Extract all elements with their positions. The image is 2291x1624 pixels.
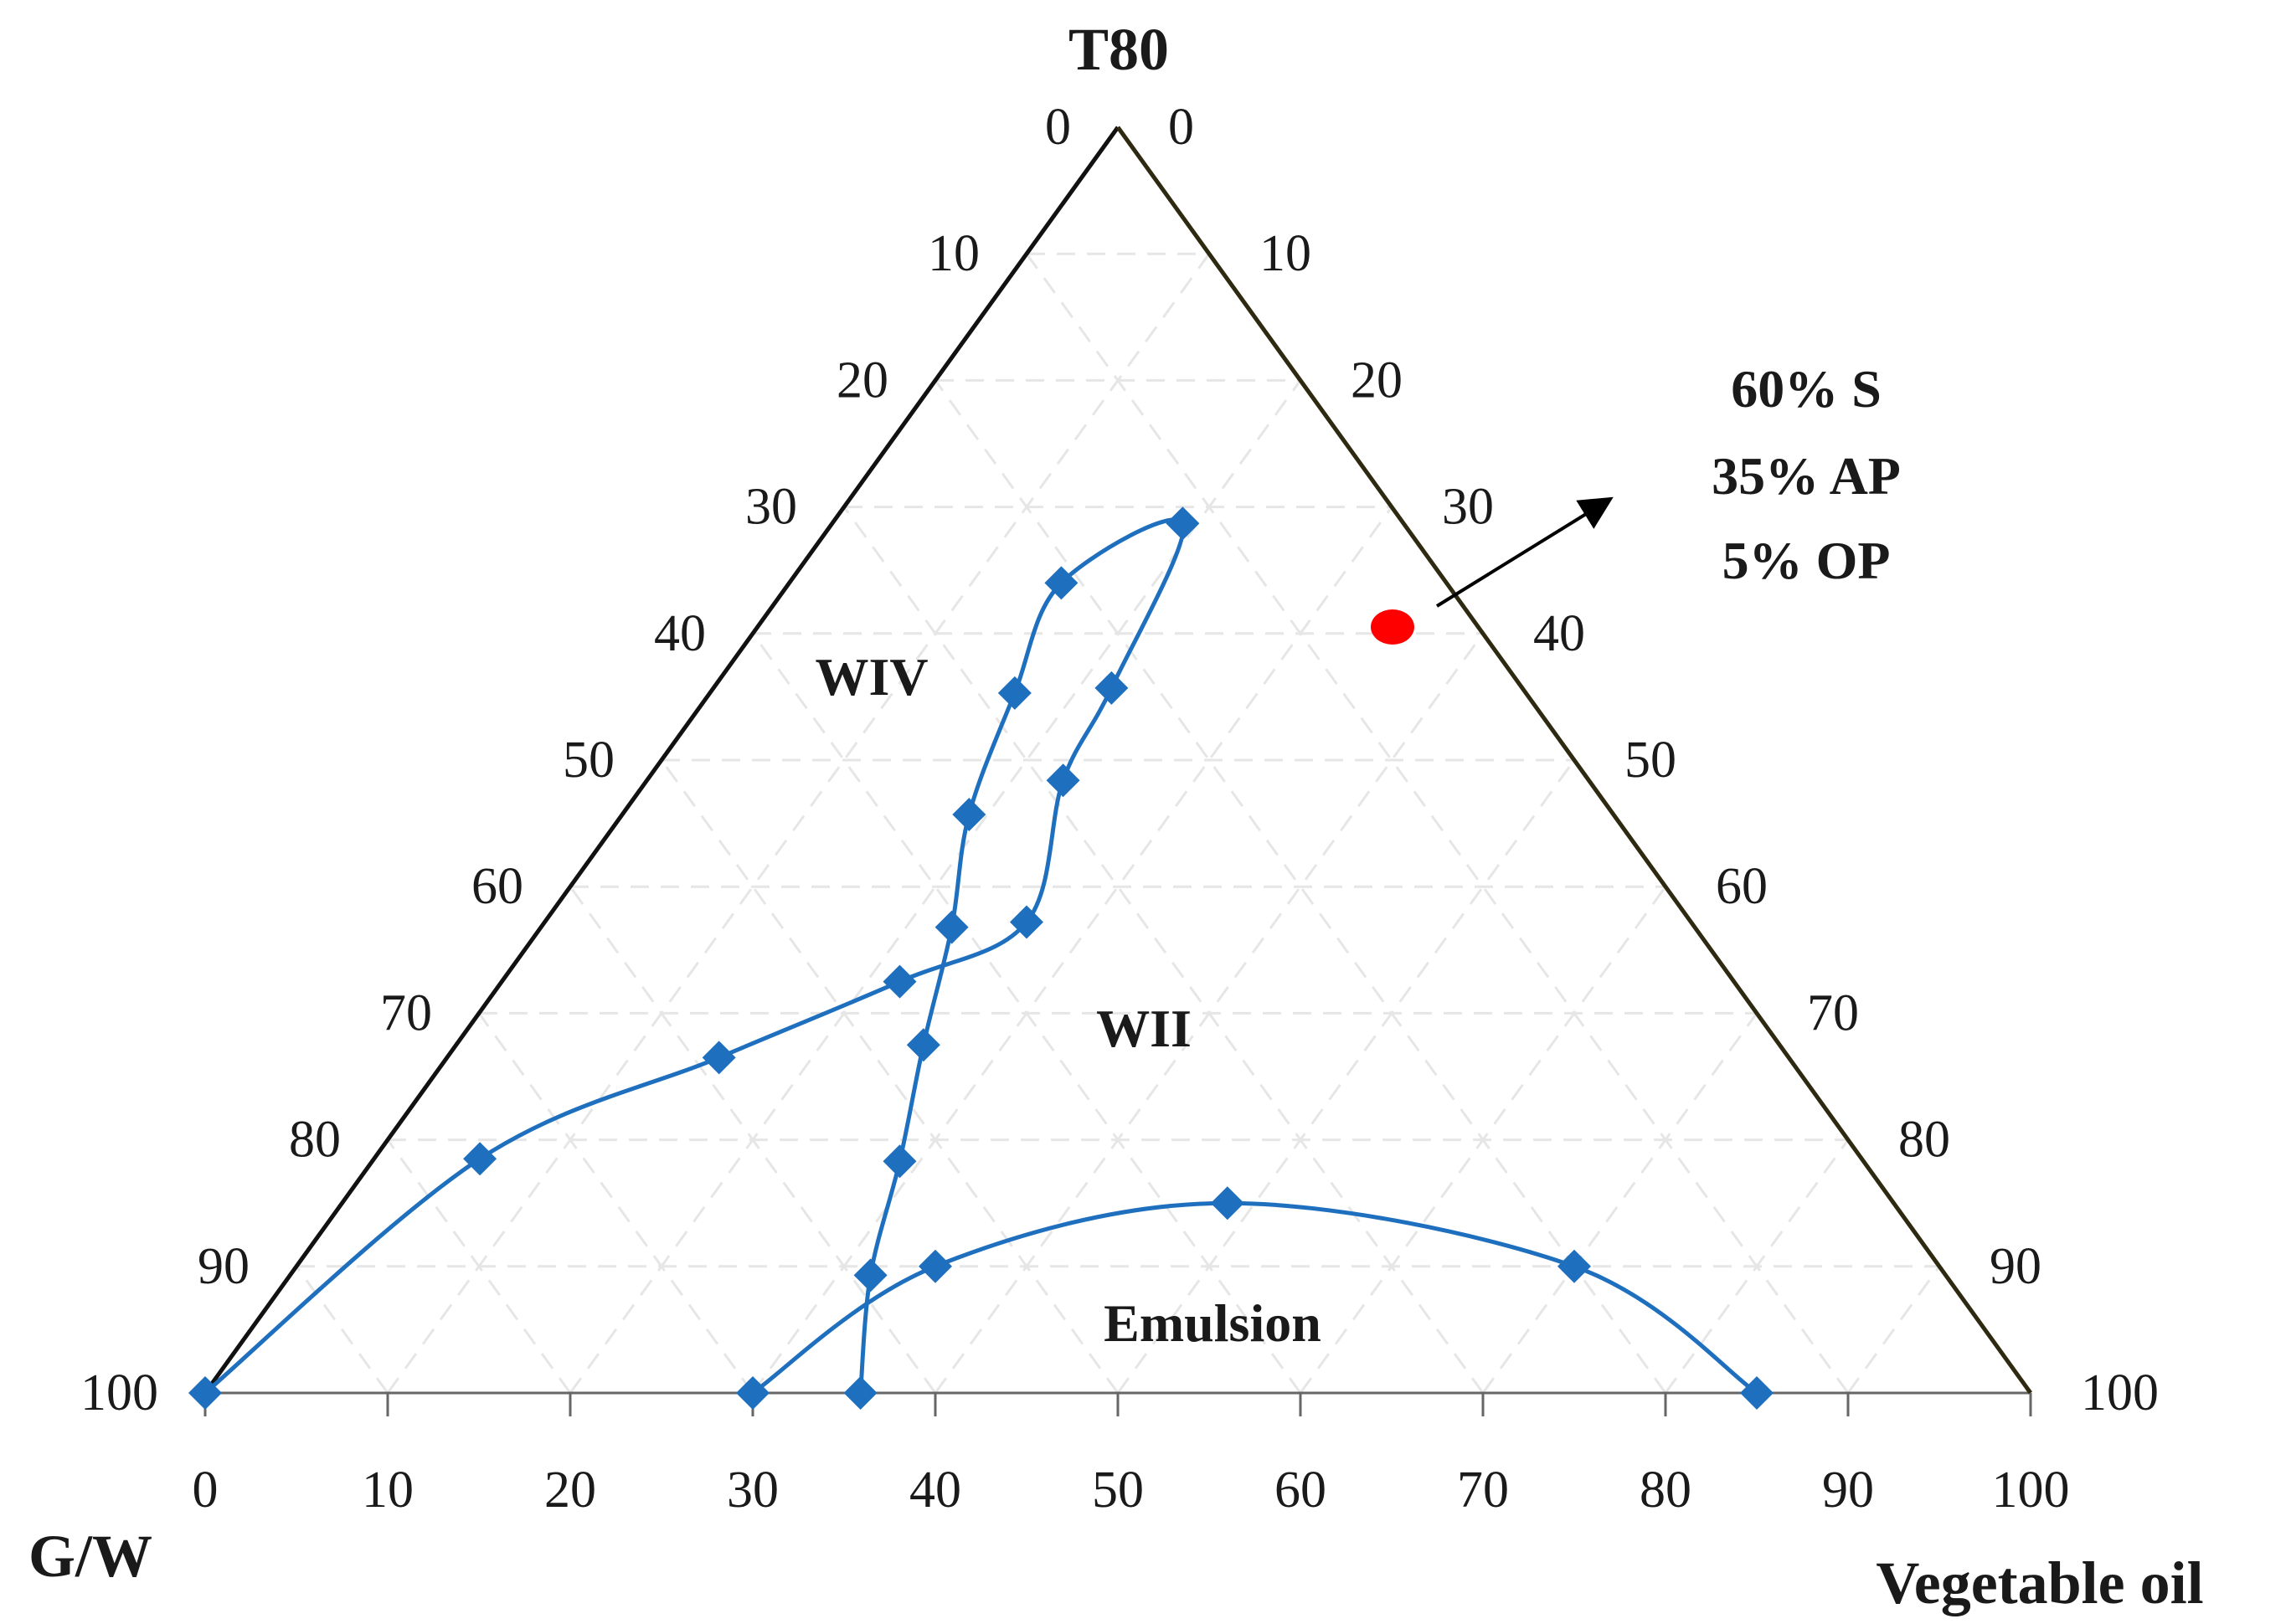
data-point-marker xyxy=(1210,1186,1244,1221)
right-tick-label: 100 xyxy=(2081,1364,2159,1421)
axis-title-right: Vegetable oil xyxy=(1876,1549,2203,1616)
data-point-marker xyxy=(883,964,917,999)
annotation-arrow xyxy=(1435,496,1614,608)
bottom-tick-label: 100 xyxy=(1992,1462,2070,1519)
gridline xyxy=(386,253,1211,1394)
left-tick-label: 40 xyxy=(654,605,706,662)
left-tick-label: 100 xyxy=(80,1364,158,1421)
annotation-line-3: 5% OP xyxy=(1722,531,1891,590)
gridline xyxy=(1299,886,1667,1394)
bottom-tick-label: 30 xyxy=(727,1462,779,1519)
right-tick-label: 10 xyxy=(1259,225,1311,282)
data-point-marker xyxy=(1557,1249,1591,1283)
gridline xyxy=(1664,1138,1850,1394)
right-tick-label: 20 xyxy=(1351,352,1403,409)
gridline xyxy=(1116,759,1576,1394)
tick-labels: 0 10 20 30 40 50 60 70 80 90 100010203040506070809… xyxy=(80,99,2159,1519)
data-point-marker xyxy=(843,1376,878,1410)
gridline xyxy=(934,379,1667,1394)
series xyxy=(188,506,1774,1410)
data-point-marker xyxy=(883,1144,917,1179)
gridline xyxy=(386,1138,572,1394)
right-tick-label: 40 xyxy=(1533,605,1585,662)
left-axis-line xyxy=(203,126,1120,1395)
right-tick-label: 80 xyxy=(1898,1112,1950,1169)
bottom-tick-label: 40 xyxy=(909,1462,961,1519)
left-tick-label: 90 xyxy=(198,1238,250,1295)
data-point-marker xyxy=(736,1376,770,1410)
data-point-marker xyxy=(702,1041,736,1075)
left-tick-label: 0 xyxy=(1045,99,1071,156)
data-point-marker xyxy=(906,1028,940,1062)
left-tick-label: 70 xyxy=(380,984,432,1041)
right-tick-label: 0 xyxy=(1168,99,1194,156)
data-point-marker xyxy=(463,1142,497,1176)
gridline xyxy=(477,1012,754,1394)
region-label-wii: WII xyxy=(1096,999,1192,1058)
gridline xyxy=(1481,1012,1758,1394)
bottom-tick-label: 50 xyxy=(1092,1462,1144,1519)
data-point-marker xyxy=(952,798,986,832)
data-point-marker xyxy=(853,1258,888,1293)
tick-marks xyxy=(203,1393,2032,1416)
right-tick-label: 50 xyxy=(1624,732,1676,789)
left-tick-label: 80 xyxy=(289,1112,341,1169)
region-label-wiv: WIV xyxy=(815,647,928,707)
data-point-marker xyxy=(188,1376,222,1410)
grid xyxy=(295,252,1941,1394)
right-tick-label: 70 xyxy=(1807,984,1859,1041)
bottom-tick-label: 20 xyxy=(544,1462,596,1519)
data-point-marker xyxy=(934,910,969,944)
bottom-tick-label: 10 xyxy=(362,1462,414,1519)
bottom-tick-label: 80 xyxy=(1640,1462,1691,1519)
data-point-marker xyxy=(1094,671,1129,705)
gridline xyxy=(1846,1265,1941,1394)
left-tick-label: 50 xyxy=(563,732,615,789)
region-label-emulsion: Emulsion xyxy=(1104,1293,1321,1353)
data-point-marker xyxy=(1740,1376,1774,1410)
data-point-marker xyxy=(1044,566,1079,600)
bottom-tick-label: 60 xyxy=(1274,1462,1326,1519)
left-tick-label: 30 xyxy=(745,479,797,536)
bottom-tick-label: 90 xyxy=(1822,1462,1874,1519)
right-tick-label: 90 xyxy=(1990,1238,2041,1295)
gridline xyxy=(751,506,1393,1394)
annotation-line-1: 60% S xyxy=(1731,359,1882,419)
gridline xyxy=(660,759,1120,1394)
gridline xyxy=(295,1265,389,1394)
bottom-tick-label: 0 xyxy=(193,1462,219,1519)
right-axis-line xyxy=(1115,126,2033,1395)
gridline xyxy=(842,506,1485,1394)
annotation-line-2: 35% AP xyxy=(1712,446,1901,506)
data-point-marker xyxy=(997,676,1032,710)
right-tick-label: 30 xyxy=(1442,479,1494,536)
data-point-marker xyxy=(1010,905,1043,939)
left-tick-label: 10 xyxy=(928,225,980,282)
left-tick-label: 60 xyxy=(471,858,523,915)
data-point-marker xyxy=(1166,506,1200,541)
bottom-tick-label: 70 xyxy=(1457,1462,1509,1519)
gridline xyxy=(1025,253,1850,1394)
selected-formulation-point xyxy=(1371,609,1414,645)
data-point-marker xyxy=(1046,763,1080,798)
axis-title-top: T80 xyxy=(1068,16,1169,83)
data-point-marker xyxy=(919,1249,952,1283)
gridline xyxy=(569,886,937,1394)
axis-title-left: G/W xyxy=(28,1523,152,1590)
right-tick-label: 60 xyxy=(1716,858,1768,915)
left-tick-label: 20 xyxy=(837,352,888,409)
